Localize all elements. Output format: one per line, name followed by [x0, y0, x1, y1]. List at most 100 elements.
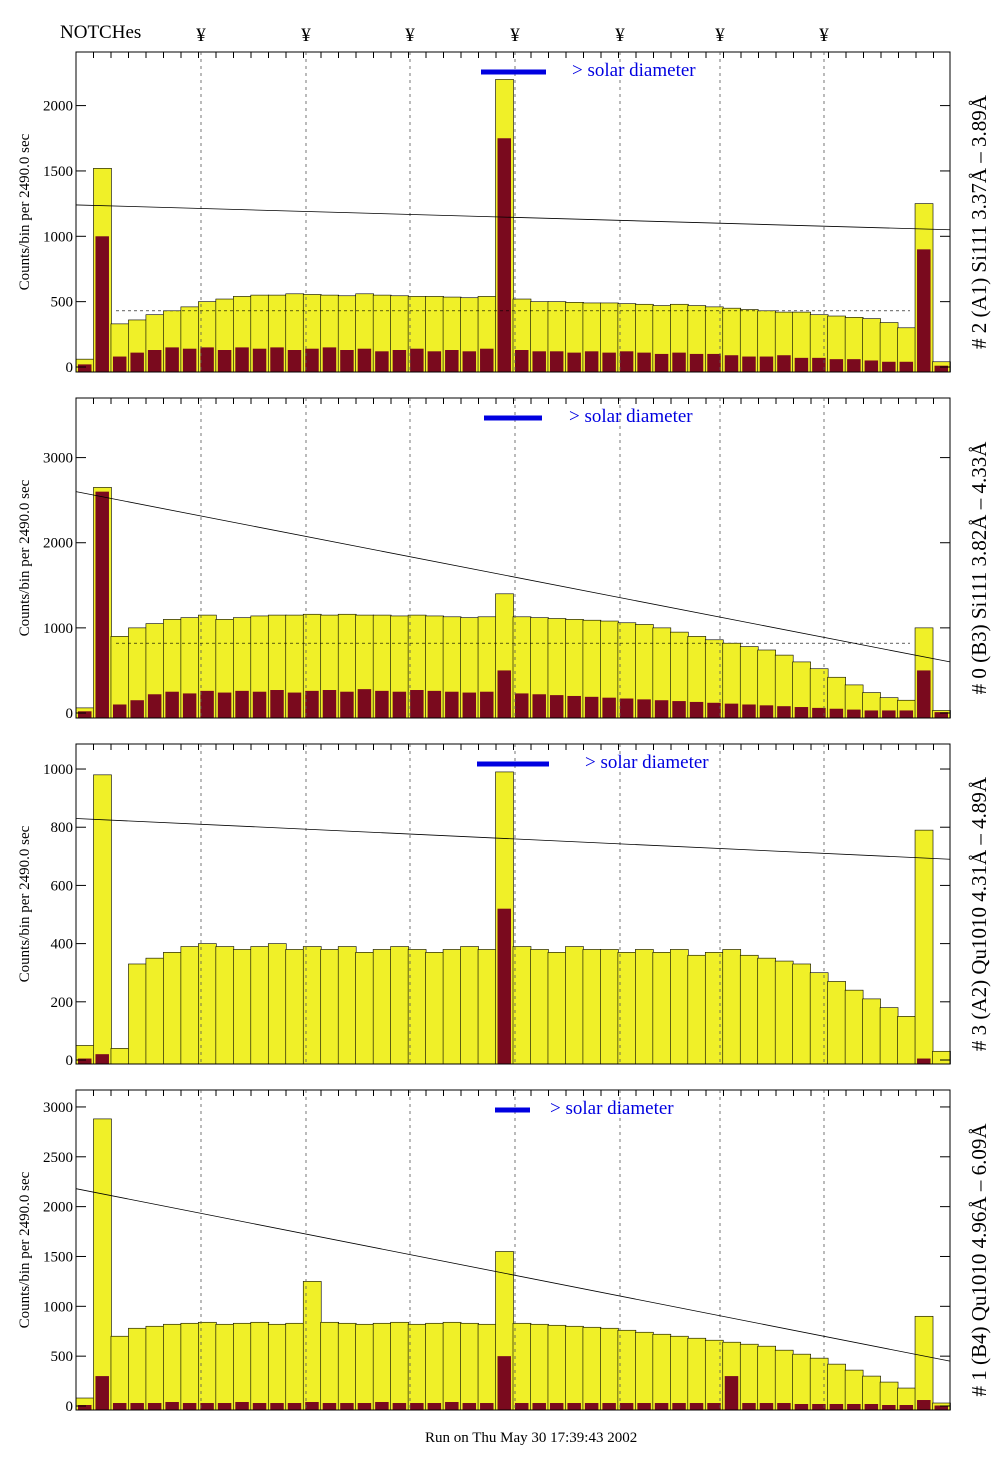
total-bar: [897, 1016, 916, 1065]
total-bar: [722, 949, 742, 1065]
secondary-bar: [270, 690, 284, 718]
secondary-bar: [777, 1403, 791, 1410]
secondary-bar: [759, 1403, 774, 1410]
total-bar: [704, 952, 724, 1065]
secondary-bar: [200, 347, 214, 372]
secondary-bar: [252, 348, 267, 372]
secondary-bar: [427, 351, 442, 372]
secondary-bar: [217, 1403, 232, 1410]
total-bar: [477, 1323, 497, 1411]
secondary-bar: [410, 1403, 424, 1410]
y-tick-label: 500: [51, 1349, 74, 1365]
secondary-bar: [672, 352, 686, 372]
secondary-bar: [78, 364, 92, 372]
panel-title: # 2 (A1) Si111 3.37Å – 3.89Å: [967, 94, 991, 349]
total-bar: [565, 1325, 584, 1411]
secondary-bar: [445, 1402, 459, 1410]
secondary-bar: [340, 691, 354, 718]
secondary-bar: [812, 707, 826, 718]
total-bar: [617, 952, 637, 1065]
panel-3: 0 500 1000 1500 2000 2500 3000 Counts/bin per 2…: [17, 1089, 991, 1415]
secondary-bar: [95, 1376, 109, 1410]
total-bar: [932, 1050, 951, 1065]
notch-marker: ¥: [715, 25, 725, 46]
total-bar: [407, 1323, 427, 1411]
total-bar: [250, 946, 270, 1065]
total-bar: [565, 946, 584, 1065]
total-bar: [687, 1337, 707, 1411]
total-bar: [320, 1321, 340, 1411]
secondary-bar: [497, 138, 511, 372]
total-bar: [285, 949, 305, 1065]
secondary-bar: [567, 1403, 581, 1410]
total-bar: [233, 949, 252, 1065]
secondary-bar: [619, 698, 634, 718]
secondary-bar: [392, 691, 407, 718]
total-bar: [180, 946, 200, 1065]
y-tick-label: 2500: [43, 1150, 73, 1166]
solar-diameter-label: > solar diameter: [569, 406, 693, 427]
trend-line: [75, 1188, 951, 1362]
secondary-bar: [724, 703, 739, 718]
y-tick-label: 3000: [43, 1100, 73, 1116]
total-bar: [390, 946, 409, 1065]
secondary-bar: [654, 700, 669, 718]
trend-line: [75, 491, 951, 663]
secondary-bar: [515, 350, 529, 372]
total-bar: [215, 1323, 235, 1411]
secondary-bar: [78, 1058, 92, 1064]
secondary-bar: [357, 689, 372, 718]
secondary-bar: [934, 1405, 948, 1410]
notch-marker: ¥: [405, 25, 415, 46]
secondary-bar: [112, 704, 127, 718]
total-bar: [652, 1333, 672, 1411]
secondary-bar: [567, 352, 581, 372]
secondary-bar: [829, 359, 844, 372]
total-bar: [180, 1322, 200, 1411]
y-axis-label: Counts/bin per 2490.0 sec: [17, 133, 33, 290]
secondary-bar: [899, 1405, 914, 1410]
total-bar: [670, 1335, 689, 1411]
secondary-bar: [724, 355, 739, 372]
panel-0: 0 500 1000 1500 2000 Counts/bin per 2490.0 se…: [17, 51, 991, 376]
secondary-bar: [235, 690, 249, 718]
secondary-bar: [357, 348, 372, 372]
secondary-bar: [584, 1403, 599, 1410]
solar-diameter-label: > solar diameter: [585, 752, 709, 773]
secondary-bar: [864, 1404, 879, 1410]
total-bar: [827, 981, 846, 1065]
secondary-bar: [130, 700, 144, 718]
total-bar: [215, 946, 235, 1065]
y-tick-label: 0: [66, 1053, 74, 1069]
secondary-bar: [917, 1400, 931, 1410]
total-bar: [547, 1324, 567, 1411]
secondary-bar: [672, 1403, 686, 1410]
secondary-bar: [270, 1403, 284, 1410]
secondary-bar: [182, 693, 197, 718]
total-bar: [512, 1322, 532, 1411]
total-bar: [914, 1315, 934, 1411]
total-bar: [792, 1353, 811, 1411]
secondary-bar: [567, 695, 581, 718]
secondary-bar: [410, 690, 424, 718]
total-bar: [407, 949, 427, 1065]
panel-title: # 3 (A2) Qu1010 4.31Å – 4.89Å: [967, 776, 991, 1051]
secondary-bar: [305, 1402, 319, 1410]
panel-2: 0 200 400 600 800 1000 Counts/bin per 2490.0 s…: [17, 743, 991, 1069]
secondary-bar: [602, 352, 616, 372]
total-bar: [425, 952, 444, 1065]
secondary-bar: [480, 1403, 494, 1410]
total-bar: [337, 946, 357, 1065]
secondary-bar: [777, 355, 791, 372]
secondary-bar: [462, 351, 477, 372]
secondary-bar: [882, 710, 896, 718]
secondary-bar: [847, 359, 861, 372]
total-bar: [827, 1363, 846, 1411]
secondary-bar: [165, 347, 179, 372]
panel-title: # 0 (B3) Si111 3.82Å – 4.33Å: [967, 441, 991, 695]
secondary-bar: [305, 690, 319, 718]
total-bar: [879, 1007, 899, 1065]
trend-line: [75, 204, 951, 231]
secondary-bar: [182, 348, 197, 372]
secondary-bar: [165, 691, 179, 718]
